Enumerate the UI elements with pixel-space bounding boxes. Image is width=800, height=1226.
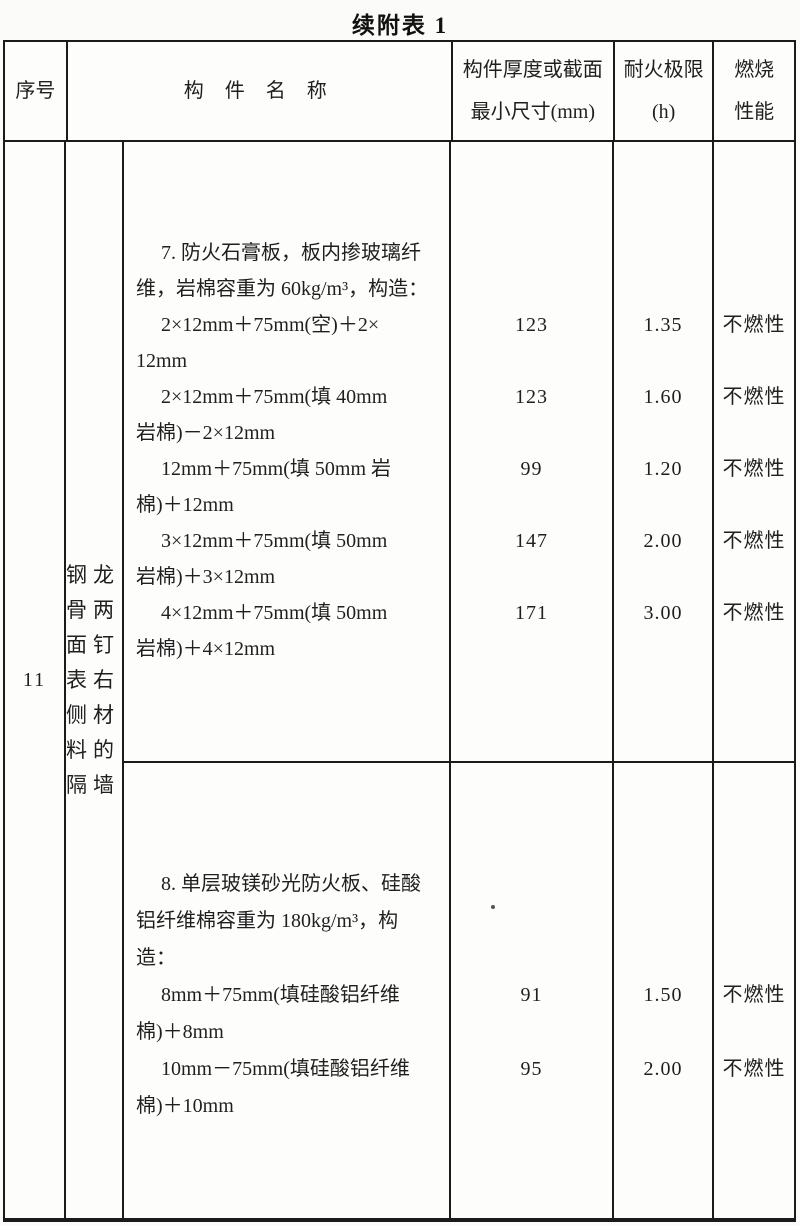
serial-number: 11 (22, 668, 47, 691)
row-content-region: 7. 防火石膏板，板内掺玻璃纤 维，岩棉容重为 60kg/m³，构造： 2×12… (124, 142, 794, 1218)
description-line: 2×12mm＋75mm(填 40mm (161, 386, 388, 408)
thickness-value: 95 (520, 1058, 543, 1080)
combustion-value: 不燃性 (722, 314, 786, 336)
header-thickness: 构件厚度或截面 最小尺寸(mm) (453, 42, 615, 140)
description-line: 棉)＋12mm (136, 494, 234, 516)
fire-resistance-table: 序号 构 件 名 称 构件厚度或截面 最小尺寸(mm) 耐火极限 (h) 燃烧 … (3, 40, 796, 1222)
description-line: 造： (136, 947, 176, 969)
header-thickness-line1: 构件厚度或截面 (462, 59, 603, 81)
section8-thickness-cell: 91 95 (451, 763, 614, 1218)
scan-artifact-dot (491, 905, 495, 909)
combustion-value: 不燃性 (722, 1058, 786, 1080)
combustion-value: 不燃性 (722, 530, 786, 552)
description-line: 棉)＋8mm (136, 1021, 224, 1043)
combustion-value: 不燃性 (722, 602, 786, 624)
page-title: 续附表 1 (351, 13, 449, 38)
description-line: 8mm＋75mm(填硅酸铝纤维 (161, 984, 400, 1006)
thickness-value: 99 (520, 458, 543, 480)
fire-limit-value: 1.60 (643, 386, 683, 408)
category-cell: 钢龙骨两面钉表右侧材料的隔墙 (66, 142, 124, 1218)
description-line: 棉)＋10mm (136, 1095, 234, 1117)
header-component-name-label: 构 件 名 称 (183, 80, 335, 102)
section8-description-cell: 8. 单层玻镁砂光防火板、硅酸 铝纤维棉容重为 180kg/m³，构 造： 8m… (124, 763, 451, 1218)
table-header-row: 序号 构 件 名 称 构件厚度或截面 最小尺寸(mm) 耐火极限 (h) 燃烧 … (5, 42, 794, 142)
section7-description-cell: 7. 防火石膏板，板内掺玻璃纤 维，岩棉容重为 60kg/m³，构造： 2×12… (124, 142, 451, 761)
thickness-value: 171 (515, 602, 548, 624)
header-combustion: 燃烧 性能 (714, 42, 794, 140)
header-fire-limit-line2: (h) (651, 101, 676, 123)
table-row-11: 11 钢龙骨两面钉表右侧材料的隔墙 7. 防火石膏板，板内掺玻璃纤 维，岩棉容重… (5, 142, 794, 1218)
thickness-value: 147 (515, 530, 548, 552)
fire-limit-value: 1.50 (643, 984, 683, 1006)
thickness-value: 123 (515, 386, 548, 408)
section7-thickness-cell: 123 123 99 147 171 (451, 142, 614, 761)
header-serial-label: 序号 (15, 80, 56, 102)
combustion-value: 不燃性 (722, 458, 786, 480)
description-line: 3×12mm＋75mm(填 50mm (161, 530, 388, 552)
thickness-value: 123 (515, 314, 548, 336)
description-line: 4×12mm＋75mm(填 50mm (161, 602, 388, 624)
combustion-value: 不燃性 (722, 386, 786, 408)
description-line: 铝纤维棉容重为 180kg/m³，构 (136, 910, 399, 932)
header-combustion-line2: 性能 (734, 101, 775, 123)
fire-limit-value: 1.20 (643, 458, 683, 480)
description-line: 7. 防火石膏板，板内掺玻璃纤 (161, 242, 421, 264)
description-line: 8. 单层玻镁砂光防火板、硅酸 (161, 873, 421, 895)
description-line: 12mm＋75mm(填 50mm 岩 (161, 458, 391, 480)
description-line: 2×12mm＋75mm(空)＋2× (161, 314, 380, 336)
header-combustion-line1: 燃烧 (734, 59, 775, 81)
serial-cell: 11 (5, 142, 66, 1218)
description-line: 岩棉)＋4×12mm (136, 638, 276, 660)
section-gypsum-board: 7. 防火石膏板，板内掺玻璃纤 维，岩棉容重为 60kg/m³，构造： 2×12… (124, 142, 794, 763)
category-text: 钢龙骨两面钉表右侧材料的隔墙 (65, 562, 120, 797)
header-fire-limit-line1: 耐火极限 (623, 59, 704, 81)
fire-limit-value: 2.00 (643, 1058, 683, 1080)
thickness-value: 91 (520, 984, 543, 1006)
description-line: 岩棉)＋3×12mm (136, 566, 276, 588)
description-line: 12mm (136, 350, 188, 372)
header-serial: 序号 (5, 42, 68, 140)
description-line: 岩棉)－2×12mm (136, 422, 276, 444)
combustion-value: 不燃性 (722, 984, 786, 1006)
section8-fire-limit-cell: 1.50 2.00 (614, 763, 714, 1218)
section7-combustion-cell: 不燃性 不燃性 不燃性 不燃性 不燃性 (714, 142, 794, 761)
section7-fire-limit-cell: 1.35 1.60 1.20 2.00 3.00 (614, 142, 714, 761)
fire-limit-value: 2.00 (643, 530, 683, 552)
fire-limit-value: 1.35 (643, 314, 683, 336)
header-fire-limit: 耐火极限 (h) (615, 42, 715, 140)
description-line: 维，岩棉容重为 60kg/m³，构造： (136, 278, 429, 300)
fire-limit-value: 3.00 (643, 602, 683, 624)
header-thickness-line2: 最小尺寸(mm) (470, 101, 596, 123)
section-glass-magnesium-board: 8. 单层玻镁砂光防火板、硅酸 铝纤维棉容重为 180kg/m³，构 造： 8m… (124, 763, 794, 1218)
description-line: 10mm－75mm(填硅酸铝纤维 (161, 1058, 410, 1080)
section8-combustion-cell: 不燃性 不燃性 (714, 763, 794, 1218)
header-component-name: 构 件 名 称 (68, 42, 453, 140)
